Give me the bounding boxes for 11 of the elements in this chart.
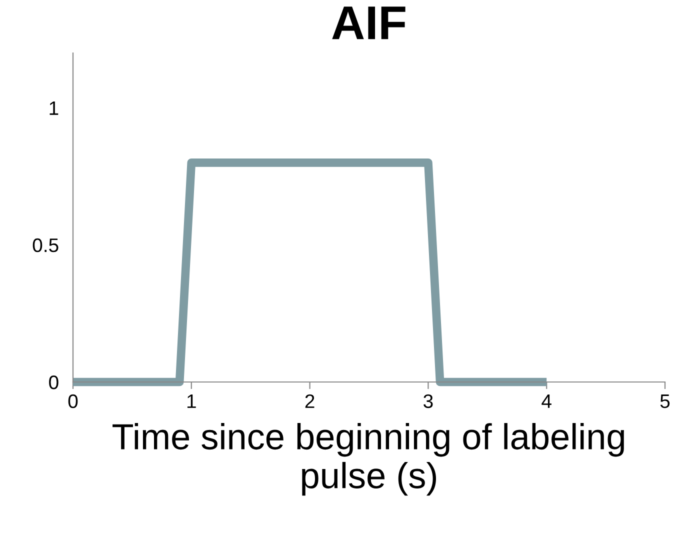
x-tick-label: 5 [660, 394, 670, 408]
x-tick-label: 0 [68, 394, 78, 408]
chart-title: AIF [332, 6, 406, 40]
x-tick-label: 3 [424, 394, 433, 408]
y-tick-label: 0 [49, 375, 58, 390]
y-tick-label: 1 [50, 102, 58, 115]
y-tick-label: 0.5 [32, 238, 58, 252]
x-tick-label: 4 [542, 394, 552, 408]
x-axis-title: Time since beginning of labeling pulse (s) [112, 423, 624, 496]
x-tick-label: 2 [305, 394, 314, 408]
x-tick-label: 1 [187, 394, 196, 408]
